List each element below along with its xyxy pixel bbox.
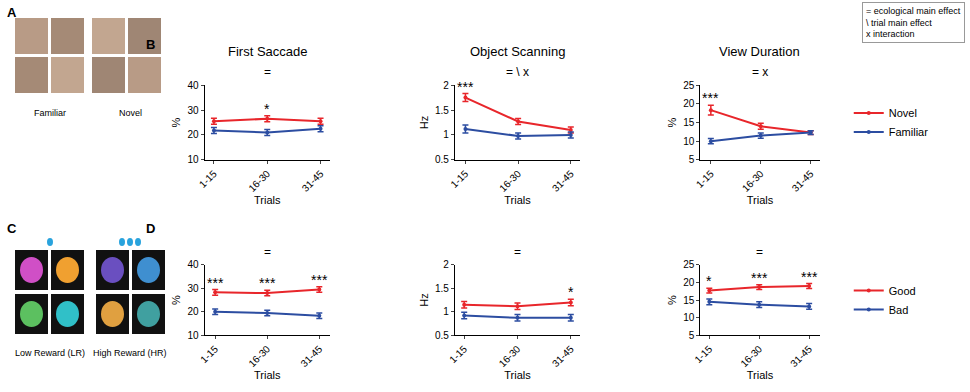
svg-text:31-45: 31-45 — [550, 168, 576, 194]
svg-text:0.5: 0.5 — [435, 154, 449, 165]
svg-text:10: 10 — [188, 330, 200, 341]
svg-text:View Duration: View Duration — [719, 44, 800, 59]
svg-text:1.5: 1.5 — [435, 283, 449, 294]
svg-text:Trials: Trials — [254, 369, 281, 381]
svg-text:Trials: Trials — [747, 194, 774, 206]
svg-text:25: 25 — [683, 259, 695, 270]
svg-text:1-15: 1-15 — [692, 343, 714, 365]
svg-text:Hz: Hz — [418, 293, 430, 306]
svg-text:1-15: 1-15 — [694, 168, 716, 190]
svg-text:31-45: 31-45 — [300, 168, 326, 194]
svg-text:=: = — [756, 245, 763, 259]
svg-text:Trials: Trials — [504, 194, 531, 206]
svg-text:High Reward (HR): High Reward (HR) — [93, 348, 167, 358]
svg-text:10: 10 — [683, 136, 695, 147]
svg-text:Trials: Trials — [747, 369, 774, 381]
svg-text:31-45: 31-45 — [790, 168, 816, 194]
svg-text:***: *** — [259, 275, 276, 291]
svg-text:Novel: Novel — [889, 107, 917, 119]
svg-text:=: = — [264, 245, 271, 259]
svg-text:30: 30 — [188, 105, 200, 116]
svg-text:40: 40 — [188, 80, 200, 91]
svg-text:%: % — [666, 295, 678, 305]
svg-text:Hz: Hz — [418, 116, 430, 129]
svg-text:30: 30 — [188, 283, 200, 294]
svg-text:***: *** — [801, 269, 818, 285]
svg-text:Good: Good — [889, 285, 916, 297]
svg-text:1-15: 1-15 — [447, 343, 469, 365]
svg-text:D: D — [146, 221, 155, 236]
svg-text:31-45: 31-45 — [788, 343, 814, 369]
svg-text:1: 1 — [443, 129, 449, 140]
svg-text:= x: = x — [752, 65, 768, 79]
svg-text:Novel: Novel — [119, 108, 142, 118]
svg-text:40: 40 — [188, 259, 200, 270]
svg-text:1.5: 1.5 — [435, 105, 449, 116]
svg-text:1-15: 1-15 — [197, 168, 219, 190]
svg-text:Low Reward (LR): Low Reward (LR) — [15, 348, 85, 358]
svg-text:16-30: 16-30 — [497, 343, 523, 369]
svg-text:2: 2 — [443, 80, 449, 91]
svg-text:5: 5 — [689, 154, 695, 165]
svg-text:Bad: Bad — [889, 304, 909, 316]
svg-text:*: * — [264, 101, 270, 117]
svg-text:31-45: 31-45 — [298, 343, 324, 369]
svg-text:20: 20 — [188, 306, 200, 317]
svg-text:16-30: 16-30 — [497, 168, 523, 194]
svg-text:10: 10 — [188, 154, 200, 165]
svg-text:= \ x: = \ x — [506, 65, 529, 79]
svg-text:= ecological main effect\ tria: = ecological main effect\ trial main eff… — [866, 6, 961, 39]
svg-text:15: 15 — [683, 117, 695, 128]
svg-text:Trials: Trials — [254, 194, 281, 206]
svg-text:***: *** — [751, 270, 768, 286]
svg-text:2: 2 — [443, 259, 449, 270]
svg-text:10: 10 — [683, 312, 695, 323]
svg-text:=: = — [264, 65, 271, 79]
svg-text:16-30: 16-30 — [246, 343, 272, 369]
svg-text:25: 25 — [683, 80, 695, 91]
svg-text:20: 20 — [188, 129, 200, 140]
svg-text:%: % — [170, 117, 182, 127]
svg-text:5: 5 — [689, 330, 695, 341]
svg-text:Familiar: Familiar — [889, 126, 928, 138]
svg-text:First Saccade: First Saccade — [228, 44, 307, 59]
svg-text:31-45: 31-45 — [550, 343, 576, 369]
svg-text:*: * — [568, 284, 574, 300]
svg-text:A: A — [7, 5, 17, 20]
svg-text:Familiar: Familiar — [34, 108, 66, 118]
svg-text:20: 20 — [683, 98, 695, 109]
svg-text:%: % — [666, 117, 678, 127]
svg-text:1-15: 1-15 — [448, 168, 470, 190]
svg-text:***: *** — [207, 275, 224, 291]
svg-text:15: 15 — [683, 295, 695, 306]
svg-text:1-15: 1-15 — [198, 343, 220, 365]
svg-text:***: *** — [702, 90, 719, 106]
svg-text:***: *** — [457, 79, 474, 95]
svg-text:Trials: Trials — [504, 369, 531, 381]
svg-text:20: 20 — [683, 277, 695, 288]
svg-text:B: B — [146, 37, 155, 52]
svg-text:=: = — [514, 245, 521, 259]
svg-text:1: 1 — [443, 306, 449, 317]
svg-text:16-30: 16-30 — [740, 168, 766, 194]
svg-text:*: * — [706, 273, 712, 289]
svg-text:%: % — [170, 295, 182, 305]
svg-text:Object Scanning: Object Scanning — [470, 44, 565, 59]
svg-text:16-30: 16-30 — [246, 168, 272, 194]
svg-text:0.5: 0.5 — [435, 330, 449, 341]
svg-text:***: *** — [311, 272, 328, 288]
svg-text:16-30: 16-30 — [738, 343, 764, 369]
svg-text:C: C — [7, 221, 17, 236]
